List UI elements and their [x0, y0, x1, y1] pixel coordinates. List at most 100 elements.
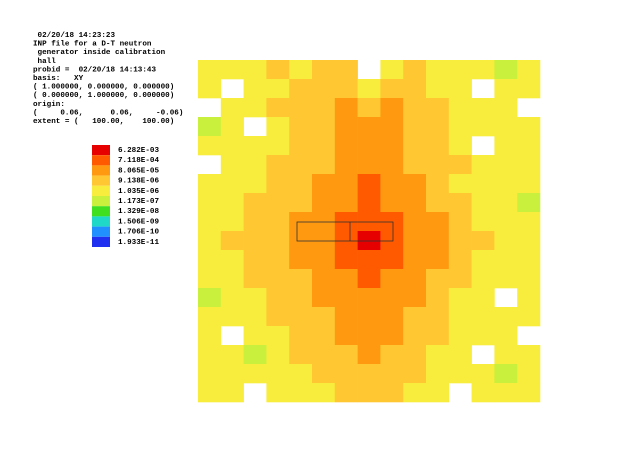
colorbar-label: 1.329E-08 [118, 208, 159, 216]
cell [426, 79, 450, 99]
cell [357, 307, 381, 327]
cell [243, 269, 267, 289]
cell [426, 307, 450, 327]
cell [426, 288, 450, 308]
cell [357, 193, 381, 213]
cell [198, 288, 222, 308]
cell [448, 193, 472, 213]
cell [266, 60, 290, 80]
cell [448, 345, 472, 365]
cell [380, 174, 404, 194]
cell [243, 364, 267, 384]
cell [243, 98, 267, 118]
cell [380, 155, 404, 175]
cell [334, 288, 358, 308]
cell [403, 60, 427, 80]
cell [243, 79, 267, 99]
cell [494, 269, 518, 289]
cell [357, 136, 381, 156]
cell [220, 136, 244, 156]
cell [494, 326, 518, 346]
cell [471, 269, 495, 289]
annotation: basis: XY [33, 75, 84, 83]
cell [357, 345, 381, 365]
cell [403, 231, 427, 251]
cell [494, 117, 518, 137]
cell [220, 193, 244, 213]
cell [517, 269, 541, 289]
cell [220, 345, 244, 365]
cell [289, 155, 313, 175]
cell [266, 250, 290, 270]
cell [426, 98, 450, 118]
cell [517, 212, 541, 232]
cell [426, 155, 450, 175]
cell [403, 98, 427, 118]
cell [426, 364, 450, 384]
cell [289, 136, 313, 156]
cell [266, 136, 290, 156]
cell [334, 155, 358, 175]
cell [426, 60, 450, 80]
cell [471, 250, 495, 270]
cell [517, 60, 541, 80]
cell [517, 383, 541, 403]
cell [403, 269, 427, 289]
cell [403, 383, 427, 403]
colorbar-swatch [92, 185, 110, 196]
cell [448, 174, 472, 194]
cell [266, 307, 290, 327]
cell [494, 155, 518, 175]
cell [517, 345, 541, 365]
colorbar-swatch [92, 216, 110, 227]
cell [198, 193, 222, 213]
cell [312, 345, 336, 365]
cell [312, 193, 336, 213]
cell [289, 383, 313, 403]
cell [517, 174, 541, 194]
cell [380, 250, 404, 270]
cell [380, 383, 404, 403]
cell [266, 212, 290, 232]
cell [220, 117, 244, 137]
cell [220, 250, 244, 270]
colorbar-label: 1.035E-06 [118, 188, 159, 196]
cell [471, 98, 495, 118]
geometry-outline [296, 221, 394, 242]
cell [198, 231, 222, 251]
cell [471, 288, 495, 308]
cell [380, 326, 404, 346]
cell [312, 288, 336, 308]
cell [471, 60, 495, 80]
cell [448, 307, 472, 327]
cell [403, 288, 427, 308]
cell [312, 269, 336, 289]
cell [380, 117, 404, 137]
cell [198, 345, 222, 365]
colorbar-swatch [92, 145, 110, 156]
annotation: generator inside calibration [33, 49, 166, 57]
cell [289, 117, 313, 137]
cell [198, 326, 222, 346]
cell [357, 326, 381, 346]
cell [198, 136, 222, 156]
cell [380, 98, 404, 118]
cell [243, 288, 267, 308]
cell [426, 174, 450, 194]
cell [517, 136, 541, 156]
colorbar-label: 7.118E-04 [118, 157, 159, 165]
cell [266, 383, 290, 403]
cell [448, 136, 472, 156]
cell [403, 345, 427, 365]
cell [448, 231, 472, 251]
cell [403, 250, 427, 270]
cell [448, 326, 472, 346]
cell [471, 326, 495, 346]
cell [426, 250, 450, 270]
cell [357, 250, 381, 270]
cell [357, 98, 381, 118]
cell [198, 212, 222, 232]
cell [289, 345, 313, 365]
cell [266, 98, 290, 118]
cell [334, 269, 358, 289]
